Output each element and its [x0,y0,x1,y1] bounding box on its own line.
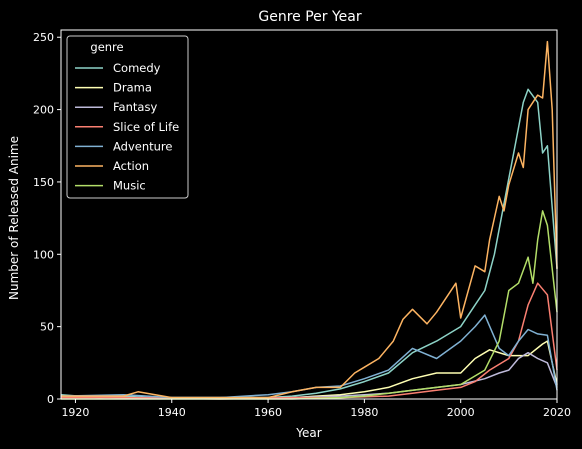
y-tick-label: 50 [40,321,54,334]
legend-title: genre [90,40,123,54]
legend-box [66,35,189,199]
legend-entry: Fantasy [113,100,157,114]
chart-title: Genre Per Year [258,9,361,25]
axes-frame [60,29,558,400]
y-tick-label: 150 [33,176,54,189]
y-tick-label: 0 [47,393,54,406]
x-axis-label: Year [295,426,321,440]
legend-entry: Adventure [113,139,172,153]
legend-entry: Music [113,179,146,193]
x-tick-label: 1960 [254,406,282,419]
legend-entry: Slice of Life [113,120,179,134]
x-tick-label: 1920 [61,406,89,419]
legend-entry: Comedy [113,61,161,75]
y-tick-label: 200 [33,104,54,117]
y-tick-label: 100 [33,248,54,261]
x-tick-label: 1980 [350,406,378,419]
x-tick-label: 2020 [543,406,571,419]
legend-entry: Action [113,159,149,173]
legend: genre Comedy Drama Fantasy Slice of Life Adve… [66,35,189,199]
axes-layer: 1920 1940 1960 1980 2000 2020 0 50 100 150 200 250 [33,29,571,419]
legend-entry: Drama [113,81,152,95]
x-tick-label: 1940 [158,406,186,419]
y-axis-label: Number of Released Anime [7,136,21,300]
y-tick-label: 250 [33,31,54,44]
series-line-music [61,210,558,400]
x-tick-label: 2000 [447,406,475,419]
series-layer [60,40,558,400]
series-line-action [61,40,558,399]
series-line-adventure [60,314,558,399]
